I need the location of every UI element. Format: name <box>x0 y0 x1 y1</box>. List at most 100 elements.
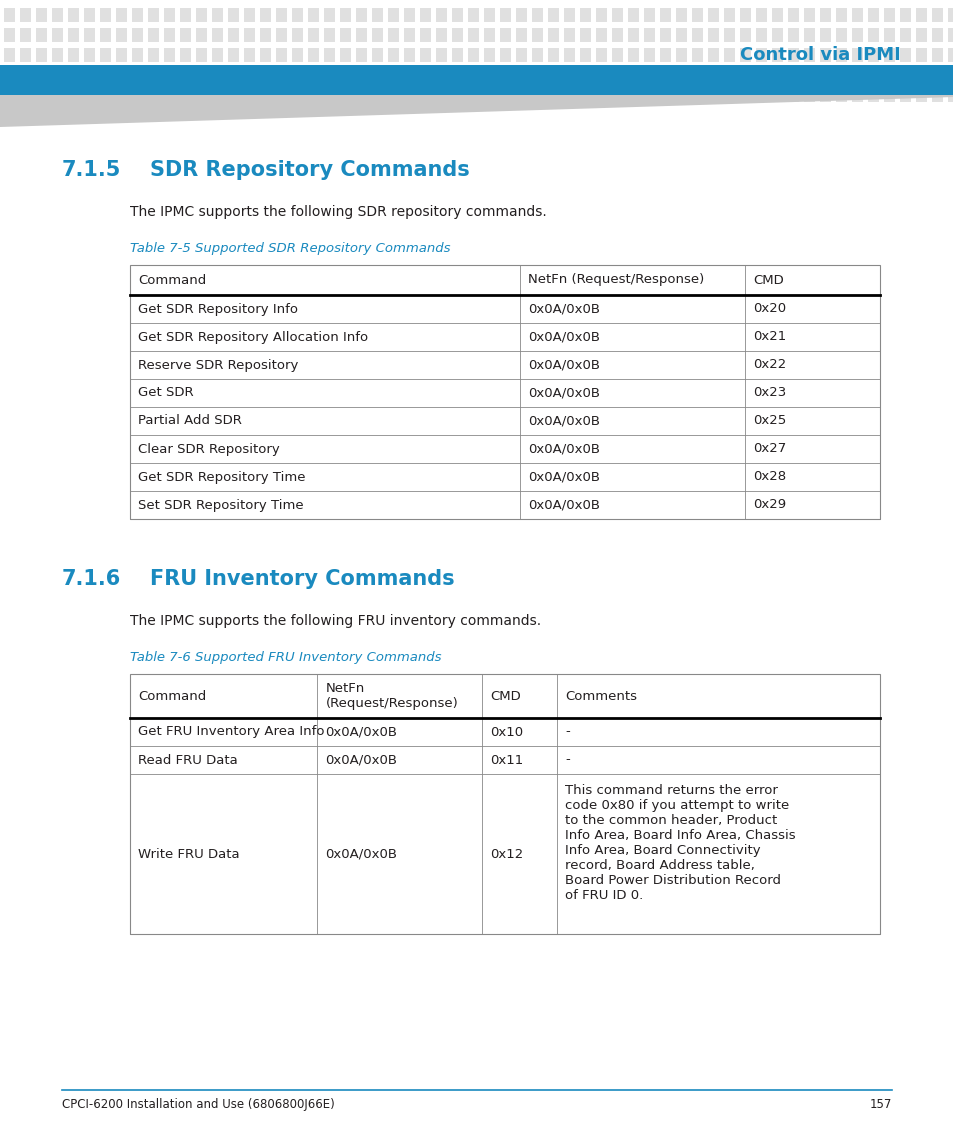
Text: 0x0A/0x0B: 0x0A/0x0B <box>527 302 599 316</box>
Bar <box>452 88 462 102</box>
Bar <box>627 48 639 62</box>
Bar <box>403 48 415 62</box>
Text: Command: Command <box>138 689 206 703</box>
Bar <box>244 8 254 22</box>
Bar <box>499 8 511 22</box>
Bar <box>228 48 239 62</box>
Bar <box>947 88 953 102</box>
Bar <box>116 88 127 102</box>
Text: 7.1.5: 7.1.5 <box>62 160 121 180</box>
Bar <box>676 88 686 102</box>
Bar <box>4 48 15 62</box>
Bar <box>835 88 846 102</box>
Bar <box>867 48 878 62</box>
Bar <box>260 88 271 102</box>
Bar <box>499 27 511 42</box>
Bar <box>867 68 878 82</box>
Bar <box>803 48 814 62</box>
Bar <box>579 8 590 22</box>
Text: Control via IPMI: Control via IPMI <box>739 46 900 64</box>
Bar <box>308 88 318 102</box>
Bar <box>676 8 686 22</box>
Bar <box>915 88 926 102</box>
Bar <box>180 27 191 42</box>
Bar <box>212 48 223 62</box>
Bar <box>883 48 894 62</box>
Bar <box>563 88 575 102</box>
Bar <box>483 27 495 42</box>
Bar <box>132 27 143 42</box>
Bar <box>164 48 174 62</box>
Bar <box>164 88 174 102</box>
Bar <box>452 68 462 82</box>
Bar <box>339 88 351 102</box>
Bar <box>324 48 335 62</box>
Bar <box>596 48 606 62</box>
Bar <box>516 27 526 42</box>
Bar <box>228 8 239 22</box>
Bar <box>883 8 894 22</box>
Bar <box>612 88 622 102</box>
Text: 0x0A/0x0B: 0x0A/0x0B <box>527 331 599 344</box>
Bar <box>68 48 79 62</box>
Text: CMD: CMD <box>490 689 520 703</box>
Bar <box>116 68 127 82</box>
Bar <box>707 68 719 82</box>
Bar <box>292 27 303 42</box>
Bar <box>867 27 878 42</box>
Bar <box>532 8 542 22</box>
Bar <box>883 68 894 82</box>
Bar <box>563 68 575 82</box>
Bar <box>899 88 910 102</box>
Bar <box>659 48 670 62</box>
Bar <box>691 88 702 102</box>
Bar <box>308 48 318 62</box>
Text: Command: Command <box>138 274 206 286</box>
Bar <box>195 8 207 22</box>
Bar <box>755 27 766 42</box>
Text: 0x0A/0x0B: 0x0A/0x0B <box>527 414 599 427</box>
Bar <box>130 674 879 934</box>
Bar <box>516 48 526 62</box>
Bar <box>36 48 47 62</box>
Bar <box>180 88 191 102</box>
Bar <box>20 27 30 42</box>
Bar <box>643 68 655 82</box>
Bar <box>787 88 799 102</box>
Bar <box>643 8 655 22</box>
Bar <box>563 8 575 22</box>
Bar <box>755 48 766 62</box>
Bar <box>372 8 382 22</box>
Bar <box>244 68 254 82</box>
Bar <box>499 68 511 82</box>
Bar <box>803 68 814 82</box>
Text: Clear SDR Repository: Clear SDR Repository <box>138 442 279 456</box>
Bar <box>212 8 223 22</box>
Bar <box>915 8 926 22</box>
Bar <box>547 48 558 62</box>
Bar <box>787 27 799 42</box>
Bar <box>195 27 207 42</box>
Bar <box>851 68 862 82</box>
Bar <box>4 27 15 42</box>
Bar <box>324 8 335 22</box>
Text: Partial Add SDR: Partial Add SDR <box>138 414 242 427</box>
Bar <box>563 27 575 42</box>
Bar <box>148 8 159 22</box>
Bar <box>627 27 639 42</box>
Bar <box>84 88 95 102</box>
Bar <box>579 27 590 42</box>
Bar <box>468 88 478 102</box>
Bar <box>84 48 95 62</box>
Bar <box>324 27 335 42</box>
Bar <box>403 68 415 82</box>
Bar <box>419 68 431 82</box>
Bar <box>516 88 526 102</box>
Text: Table 7-5 Supported SDR Repository Commands: Table 7-5 Supported SDR Repository Comma… <box>130 242 450 255</box>
Text: SDR Repository Commands: SDR Repository Commands <box>150 160 469 180</box>
Bar <box>275 27 287 42</box>
Bar <box>148 27 159 42</box>
Bar <box>292 68 303 82</box>
Bar <box>771 8 782 22</box>
Bar <box>100 8 111 22</box>
